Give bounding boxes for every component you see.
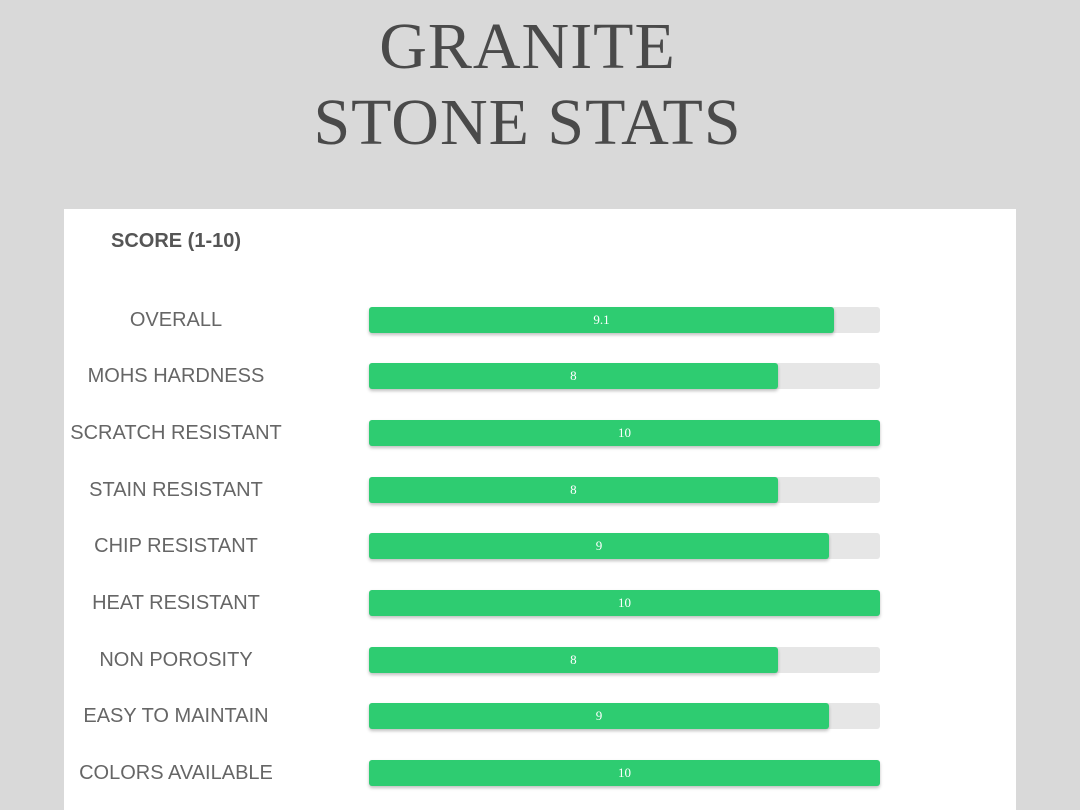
bar-track: 9: [369, 533, 880, 559]
bar: 10: [369, 760, 880, 786]
bar-track: 9.1: [369, 307, 880, 333]
bar-track: 10: [369, 760, 880, 786]
bar: 9: [369, 703, 829, 729]
bar-label: STAIN RESISTANT: [89, 479, 263, 501]
bar-track: 9: [369, 703, 880, 729]
bar-row: SCRATCH RESISTANT 10: [64, 419, 1016, 447]
bar-label: EASY TO MAINTAIN: [83, 705, 269, 727]
bar-row: NON POROSITY 8: [64, 646, 1016, 674]
bar: 9: [369, 533, 829, 559]
bar: 10: [369, 420, 880, 446]
title-line-2: STONE STATS: [313, 86, 742, 159]
stats-card: SCORE (1-10) OVERALL 9.1 MOHS HARDNESS 8 SCR…: [64, 209, 1016, 810]
bar: 8: [369, 363, 778, 389]
bar-track: 10: [369, 590, 880, 616]
bar: 8: [369, 477, 778, 503]
bar-label: COLORS AVAILABLE: [79, 762, 273, 784]
bar: 8: [369, 647, 778, 673]
title-line-1: GRANITE: [379, 10, 676, 83]
bar-label: CHIP RESISTANT: [94, 535, 258, 557]
bar-track: 8: [369, 477, 880, 503]
bar-label: HEAT RESISTANT: [92, 592, 260, 614]
chart-title: SCORE (1-10): [111, 230, 242, 252]
bar-label: OVERALL: [129, 309, 223, 331]
bar: 9.1: [369, 307, 834, 333]
bar-row: MOHS HARDNESS 8: [64, 362, 1016, 390]
bar-row: OVERALL 9.1: [64, 306, 1016, 334]
bar-label: NON POROSITY: [99, 649, 253, 671]
bar-track: 8: [369, 647, 880, 673]
bar: 10: [369, 590, 880, 616]
bar-row: HEAT RESISTANT 10: [64, 589, 1016, 617]
bar-track: 8: [369, 363, 880, 389]
bar-label: MOHS HARDNESS: [87, 365, 265, 387]
bar-row: CHIP RESISTANT 9: [64, 532, 1016, 560]
bar-row: EASY TO MAINTAIN 9: [64, 702, 1016, 730]
bar-track: 10: [369, 420, 880, 446]
bar-label: SCRATCH RESISTANT: [70, 422, 282, 444]
bar-row: STAIN RESISTANT 8: [64, 476, 1016, 504]
bar-row: COLORS AVAILABLE 10: [64, 759, 1016, 787]
